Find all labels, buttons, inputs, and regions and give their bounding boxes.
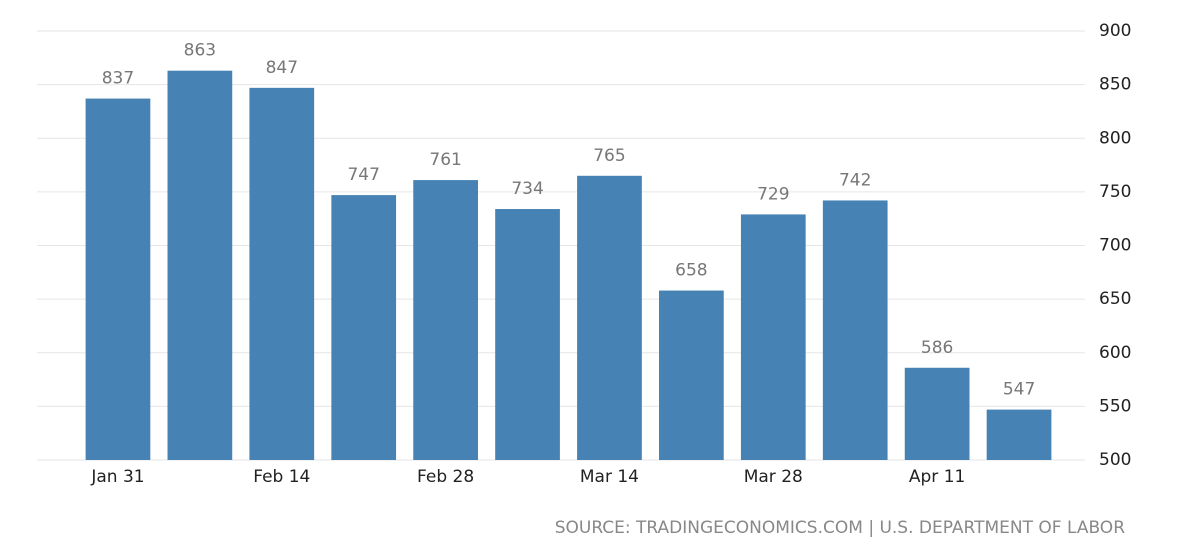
y-tick-label: 850 xyxy=(1099,75,1131,95)
bar xyxy=(986,409,1052,460)
y-tick-label: 900 xyxy=(1099,21,1131,41)
y-tick-label: 800 xyxy=(1099,128,1131,148)
value-label: 847 xyxy=(266,58,298,78)
source-note: SOURCE: TRADINGECONOMICS.COM | U.S. DEPA… xyxy=(555,518,1125,538)
x-tick-label: Mar 14 xyxy=(580,467,639,487)
value-label: 729 xyxy=(757,184,789,204)
bar xyxy=(577,175,642,460)
x-tick-label: Feb 14 xyxy=(253,467,310,487)
value-label: 586 xyxy=(921,338,953,358)
value-label: 765 xyxy=(593,146,625,166)
y-tick-label: 700 xyxy=(1099,236,1131,256)
bar xyxy=(659,290,724,460)
y-tick-label: 750 xyxy=(1099,182,1131,202)
bar xyxy=(904,367,970,460)
value-label: 761 xyxy=(429,150,461,170)
y-tick-label: 650 xyxy=(1099,289,1131,309)
x-tick-label: Feb 28 xyxy=(417,467,474,487)
y-tick-label: 550 xyxy=(1099,396,1131,416)
bar xyxy=(740,214,806,460)
value-label: 837 xyxy=(102,69,134,89)
value-label: 658 xyxy=(675,261,707,281)
value-label: 863 xyxy=(184,41,216,61)
bar xyxy=(822,200,888,460)
x-tick-label: Apr 11 xyxy=(909,467,965,487)
value-label: 747 xyxy=(347,165,379,185)
bar xyxy=(167,70,233,461)
bar xyxy=(85,98,151,460)
value-label: 547 xyxy=(1003,380,1035,400)
x-tick-label: Mar 28 xyxy=(744,467,803,487)
x-tick-label: Jan 31 xyxy=(90,467,144,487)
bar xyxy=(249,87,315,460)
y-tick-label: 600 xyxy=(1099,343,1131,363)
bar xyxy=(331,195,397,460)
value-label: 734 xyxy=(511,179,543,199)
bar xyxy=(413,180,478,460)
y-tick-label: 500 xyxy=(1099,450,1131,470)
value-label: 742 xyxy=(839,170,871,190)
bar xyxy=(495,209,560,460)
